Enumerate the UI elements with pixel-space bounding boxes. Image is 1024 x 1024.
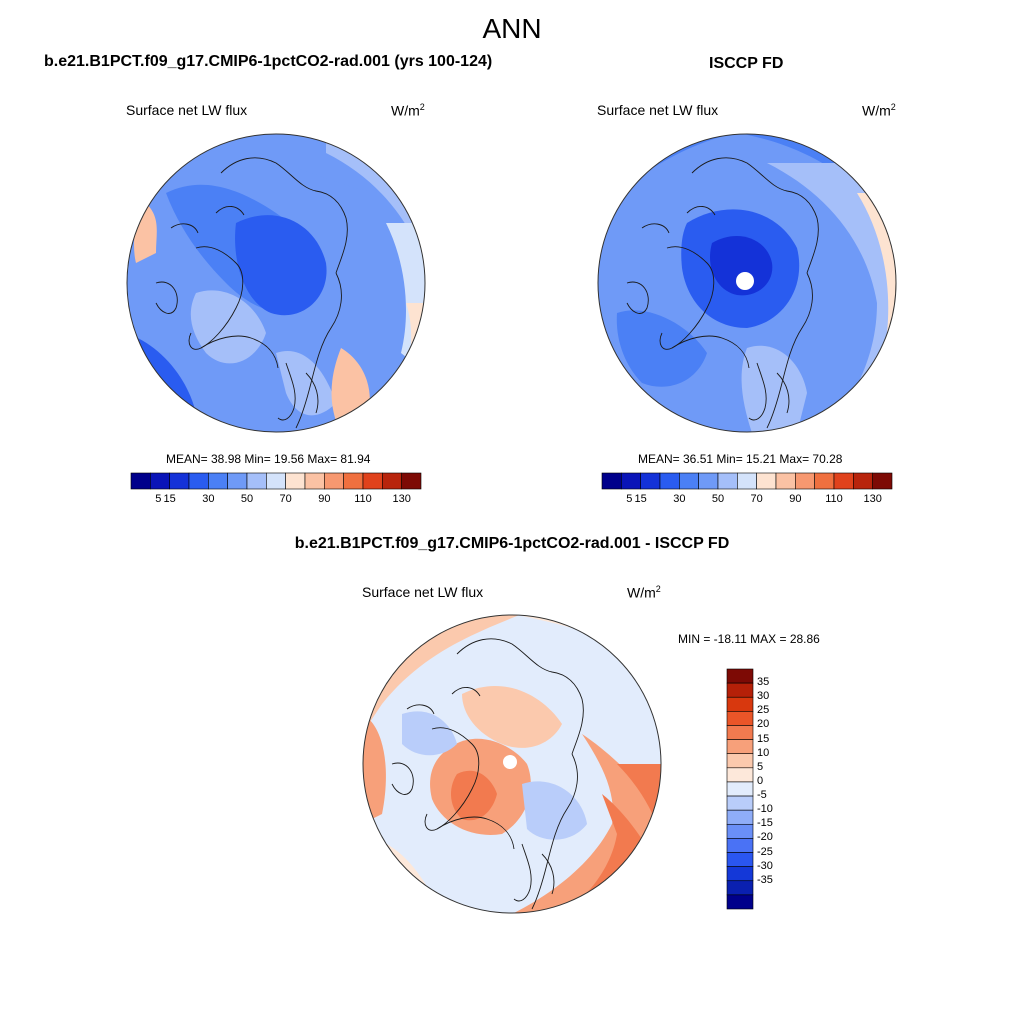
diff-stats: MIN = -18.11 MAX = 28.86 bbox=[678, 632, 820, 646]
diff-units-label: W/m2 bbox=[627, 584, 661, 601]
obs-variable-label: Surface net LW flux bbox=[597, 102, 719, 118]
colorbar-tick-label: 90 bbox=[318, 493, 331, 505]
colorbar-tick-label: 15 bbox=[634, 493, 647, 505]
colorbar-tick-label: 15 bbox=[163, 493, 176, 505]
colorbar-swatch bbox=[717, 472, 738, 490]
colorbar-swatch bbox=[853, 472, 873, 490]
colorbar-tick-label: -10 bbox=[757, 803, 773, 816]
colorbar-swatch bbox=[640, 472, 661, 490]
colorbar-swatch bbox=[833, 472, 854, 490]
colorbar-swatch bbox=[169, 472, 190, 490]
colorbar-swatch bbox=[726, 852, 754, 867]
colorbar-swatch bbox=[679, 472, 699, 490]
colorbar-swatch bbox=[726, 668, 754, 684]
colorbar-tick-label: 0 bbox=[757, 774, 764, 787]
colorbar-tick-label: 130 bbox=[392, 493, 411, 505]
colorbar-swatch bbox=[726, 795, 754, 811]
colorbar-swatch bbox=[659, 472, 680, 490]
colorbar-swatch bbox=[304, 472, 325, 490]
colorbar-tick-label: 15 bbox=[757, 732, 770, 745]
colorbar-swatch bbox=[188, 472, 209, 490]
colorbar-swatch bbox=[726, 894, 754, 910]
colorbar-tick-label: 5 bbox=[155, 493, 162, 505]
colorbar-tick-label: 30 bbox=[202, 493, 215, 505]
colorbar-swatch bbox=[601, 472, 622, 490]
colorbar-tick-label: 5 bbox=[757, 760, 764, 773]
colorbar-swatch bbox=[621, 472, 641, 490]
obs-polar-map bbox=[597, 133, 897, 433]
colorbar-swatch bbox=[726, 809, 754, 825]
colorbar-tick-label: -30 bbox=[757, 859, 773, 872]
colorbar-tick-label: 110 bbox=[354, 493, 372, 505]
colorbar-tick-label: 30 bbox=[757, 690, 770, 703]
colorbar-tick-label: 35 bbox=[757, 676, 770, 689]
colorbar-swatch bbox=[726, 823, 754, 839]
model-variable-label: Surface net LW flux bbox=[126, 102, 248, 118]
colorbar-swatch bbox=[726, 682, 754, 698]
colorbar-swatch bbox=[726, 880, 754, 896]
diff-variable-label: Surface net LW flux bbox=[362, 584, 484, 600]
colorbar-swatch bbox=[343, 472, 364, 490]
colorbar-swatch bbox=[246, 472, 267, 490]
colorbar-swatch bbox=[208, 472, 228, 490]
colorbar-swatch bbox=[756, 472, 777, 490]
colorbar-swatch bbox=[872, 472, 893, 490]
colorbar-swatch bbox=[775, 472, 796, 490]
colorbar-tick-label: 50 bbox=[711, 493, 725, 505]
model-units-label: W/m2 bbox=[391, 102, 425, 119]
colorbar-swatch bbox=[795, 472, 815, 490]
diff-panel-title: b.e21.B1PCT.f09_g17.CMIP6-1pctCO2-rad.00… bbox=[294, 535, 730, 552]
colorbar-tick-label: 70 bbox=[279, 493, 292, 505]
colorbar-swatch bbox=[266, 472, 286, 490]
colorbar-tick-label: 130 bbox=[863, 493, 882, 505]
colorbar-tick-label: 5 bbox=[626, 493, 633, 505]
colorbar-swatch bbox=[726, 781, 754, 797]
obs-panel-title: ISCCP FD bbox=[709, 55, 784, 72]
colorbar-tick-label: 90 bbox=[789, 493, 802, 505]
colorbar-swatch bbox=[737, 472, 757, 490]
colorbar-tick-label: -20 bbox=[757, 831, 773, 844]
obs-stats: MEAN= 36.51 Min= 15.21 Max= 70.28 bbox=[638, 452, 843, 466]
colorbar-swatch bbox=[726, 753, 754, 769]
colorbar-swatch bbox=[324, 472, 344, 490]
colorbar-tick-label: 70 bbox=[750, 493, 763, 505]
colorbar-tick-label: 25 bbox=[757, 704, 770, 717]
obs-colorbar bbox=[601, 472, 893, 490]
colorbar-swatch bbox=[401, 472, 422, 490]
model-polar-map bbox=[126, 133, 426, 433]
colorbar-tick-label: 110 bbox=[825, 493, 843, 505]
colorbar-swatch bbox=[814, 472, 835, 490]
colorbar-swatch bbox=[130, 472, 151, 490]
colorbar-tick-label: 50 bbox=[240, 493, 254, 505]
colorbar-swatch bbox=[382, 472, 402, 490]
colorbar-swatch bbox=[726, 711, 754, 726]
colorbar-tick-label: 20 bbox=[757, 718, 770, 731]
colorbar-swatch bbox=[726, 739, 754, 755]
diff-polar-map bbox=[362, 614, 662, 914]
model-colorbar bbox=[130, 472, 422, 490]
colorbar-swatch bbox=[726, 725, 754, 740]
obs-units-label: W/m2 bbox=[862, 102, 896, 119]
diff-colorbar bbox=[726, 668, 754, 910]
colorbar-swatch bbox=[227, 472, 248, 490]
colorbar-swatch bbox=[285, 472, 306, 490]
colorbar-swatch bbox=[362, 472, 383, 490]
colorbar-tick-label: -5 bbox=[757, 789, 767, 802]
colorbar-swatch bbox=[698, 472, 719, 490]
colorbar-swatch bbox=[726, 866, 754, 882]
colorbar-swatch bbox=[726, 838, 754, 853]
colorbar-tick-label: -25 bbox=[757, 845, 773, 858]
colorbar-swatch bbox=[726, 767, 754, 783]
colorbar-tick-label: -35 bbox=[757, 873, 773, 886]
figure-title: ANN bbox=[482, 13, 542, 44]
model-panel-title: b.e21.B1PCT.f09_g17.CMIP6-1pctCO2-rad.00… bbox=[44, 53, 493, 70]
colorbar-tick-label: 10 bbox=[757, 746, 770, 759]
colorbar-swatch bbox=[726, 696, 754, 712]
colorbar-tick-label: -15 bbox=[757, 817, 773, 830]
model-stats: MEAN= 38.98 Min= 19.56 Max= 81.94 bbox=[166, 452, 371, 466]
colorbar-swatch bbox=[150, 472, 170, 490]
colorbar-tick-label: 30 bbox=[673, 493, 686, 505]
